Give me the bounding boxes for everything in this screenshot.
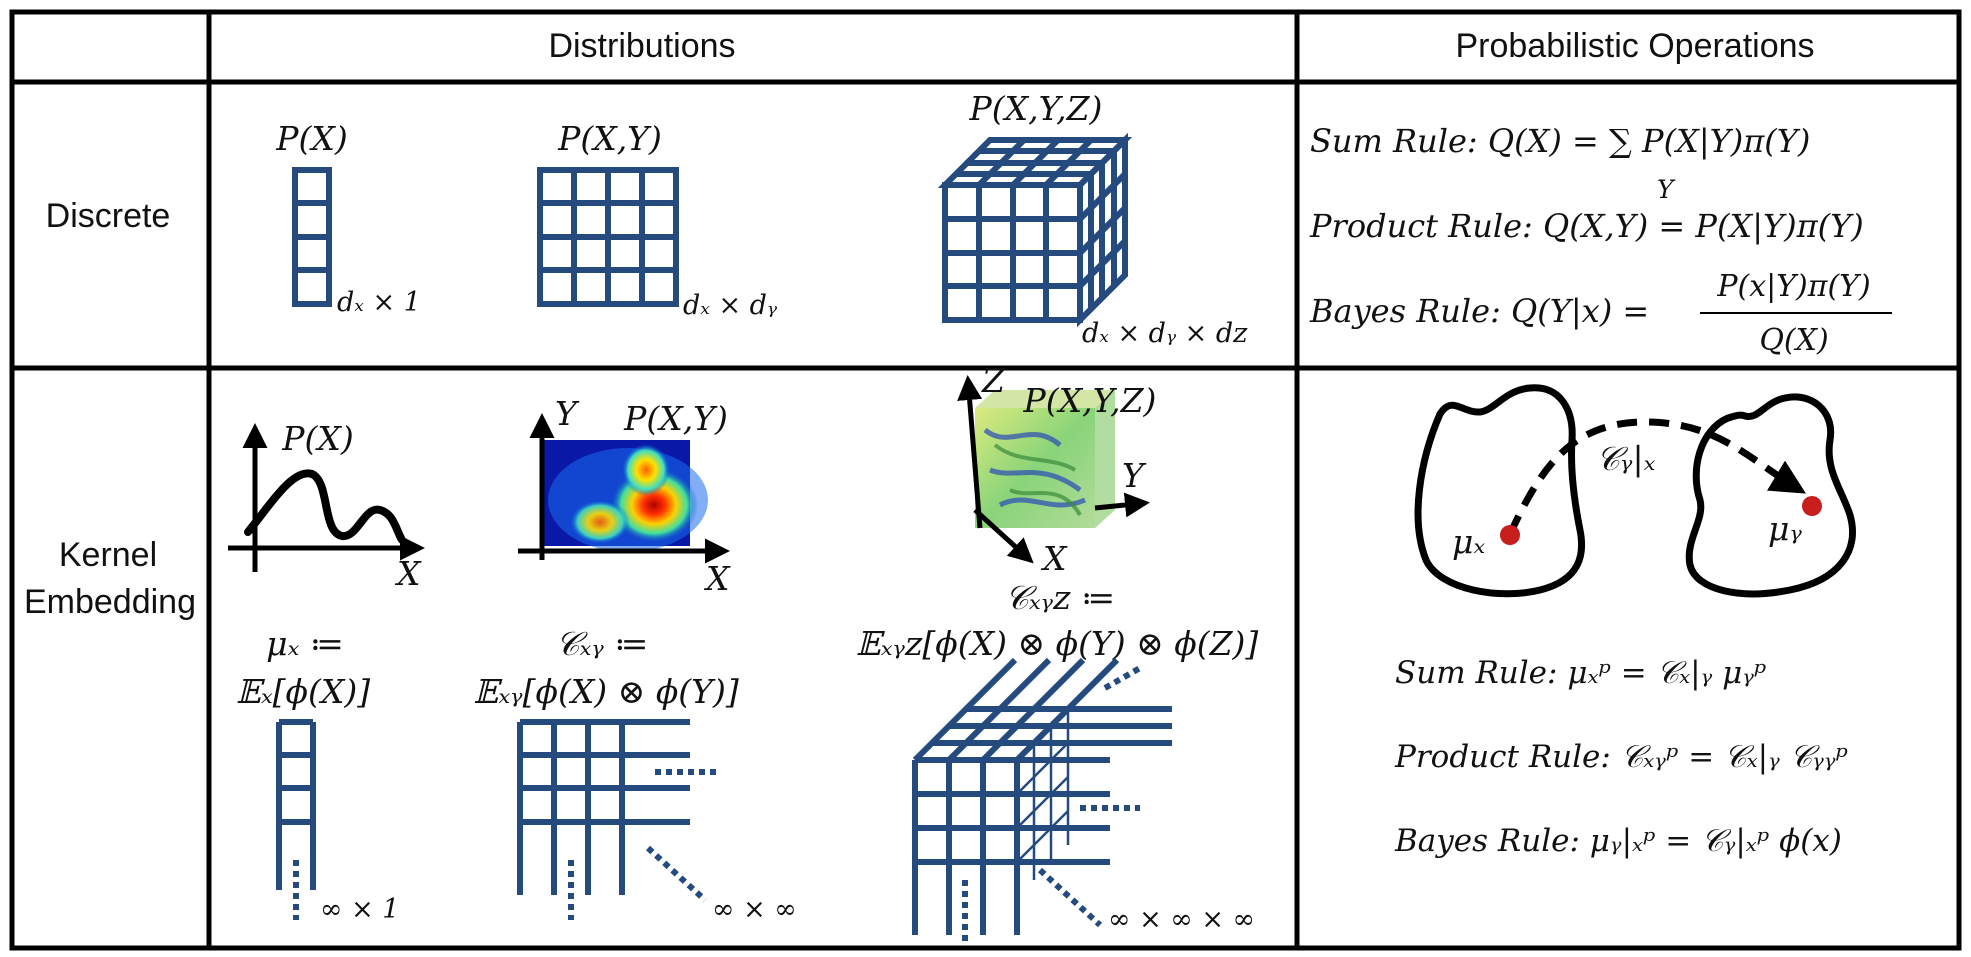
kernel-px-axis: X — [394, 554, 422, 593]
kernel-pxy-axis-y: Y — [555, 394, 580, 433]
infinite-vector: ∞ × 1 — [276, 719, 399, 925]
rkhs-mapping-diagram: μₓ μᵧ 𝒞ᵧ|ₓ — [1414, 384, 1856, 598]
table-grid — [9, 9, 1962, 951]
discrete-bayes-denominator: Q(X) — [1759, 323, 1828, 358]
kernel-pxyz-axis-y: Y — [1122, 456, 1147, 495]
mu-x-definition-2: 𝔼ₓ[ϕ(X)] — [236, 672, 370, 711]
mu-x-point — [1500, 525, 1520, 545]
discrete-operations: Sum Rule: Q(X) = ∑ P(X|Y)π(Y) Y Product … — [1309, 122, 1892, 358]
header-distributions: Distributions — [548, 27, 735, 65]
mu-y-point — [1802, 496, 1822, 516]
row-label-embedding: Embedding — [24, 583, 196, 621]
discrete-pxy-label: P(X,Y) — [557, 119, 662, 158]
discrete-bayes-rule: Bayes Rule: Q(Y|x) = — [1309, 292, 1649, 330]
conditional-operator-label: 𝒞ᵧ|ₓ — [1596, 439, 1656, 478]
kernel-sum-rule: Sum Rule: μₓᵖ = 𝒞ₓ|ᵧ μᵧᵖ — [1395, 655, 1766, 691]
kernel-pxy-axis-x: X — [703, 559, 731, 598]
discrete-matrix: P(X,Y) dₓ × dᵧ — [537, 119, 778, 321]
kernel-product-rule: Product Rule: 𝒞ₓᵧᵖ = 𝒞ₓ|ᵧ 𝒞ᵧᵧᵖ — [1394, 739, 1848, 775]
heatmap-2d: Y P(X,Y) X — [518, 394, 731, 598]
cxy-definition-1: 𝒞ₓᵧ ≔ — [556, 624, 649, 663]
cxyz-definition-1: 𝒞ₓᵧᴢ ≔ — [1005, 578, 1115, 617]
header-probabilistic-operations: Probabilistic Operations — [1455, 27, 1814, 65]
cxyz-definition-2: 𝔼ₓᵧᴢ[ϕ(X) ⊗ ϕ(Y) ⊗ ϕ(Z)] — [856, 624, 1259, 663]
kernel-bayes-rule: Bayes Rule: μᵧ|ₓᵖ = 𝒞ᵧ|ₓᵖ ϕ(x) — [1394, 823, 1842, 859]
discrete-pxyz-label: P(X,Y,Z) — [969, 89, 1103, 128]
rkhs-x-blob — [1414, 384, 1586, 598]
discrete-vector: P(X) dₓ × 1 — [275, 119, 421, 318]
row-label-kernel: Kernel — [59, 536, 157, 574]
discrete-cube: P(X,Y,Z) dₓ × dᵧ × dᴢ — [937, 89, 1248, 349]
discrete-pxy-dim: dₓ × dᵧ — [683, 290, 778, 321]
discrete-sum-rule: Sum Rule: Q(X) = ∑ P(X|Y)π(Y) — [1310, 122, 1810, 160]
mu-x-definition-1: μₓ ≔ — [266, 624, 344, 663]
infinite-tensor: ∞ × ∞ × ∞ — [912, 657, 1255, 945]
kernel-px-label: P(X) — [281, 419, 353, 458]
mu-y-label: μᵧ — [1768, 509, 1802, 548]
kernel-pxyz-axis-x: X — [1040, 539, 1068, 578]
kernel-pxy-label: P(X,Y) — [623, 399, 728, 438]
infinite-matrix: ∞ × ∞ — [517, 719, 797, 925]
discrete-px-label: P(X) — [275, 119, 347, 158]
discrete-bayes-numerator: P(x|Y)π(Y) — [1716, 269, 1870, 304]
kernel-pxyz-axis-z: Z — [981, 361, 1006, 400]
kernel-dim-vector: ∞ × 1 — [320, 894, 399, 925]
kernel-dim-matrix: ∞ × ∞ — [712, 894, 797, 925]
discrete-product-rule: Product Rule: Q(X,Y) = P(X|Y)π(Y) — [1309, 207, 1864, 245]
volume-3d: Z P(X,Y,Z) Y X — [957, 361, 1157, 578]
density-plot-1d: P(X) X — [228, 419, 425, 593]
density-curve — [244, 469, 406, 544]
rkhs-y-blob — [1685, 393, 1856, 598]
kernel-pxyz-label: P(X,Y,Z) — [1023, 381, 1157, 420]
mapping-arrow — [1506, 418, 1807, 536]
mu-x-label: μₓ — [1452, 522, 1485, 561]
kernel-dim-tensor: ∞ × ∞ × ∞ — [1108, 904, 1255, 935]
cxy-definition-2: 𝔼ₓᵧ[ϕ(X) ⊗ ϕ(Y)] — [473, 672, 739, 711]
discrete-sum-subscript: Y — [1657, 175, 1676, 204]
heatmap-peak-2 — [622, 444, 670, 496]
discrete-px-dim: dₓ × 1 — [337, 287, 421, 318]
discrete-pxyz-dim: dₓ × dᵧ × dᴢ — [1082, 318, 1248, 349]
row-label-discrete: Discrete — [46, 197, 171, 235]
